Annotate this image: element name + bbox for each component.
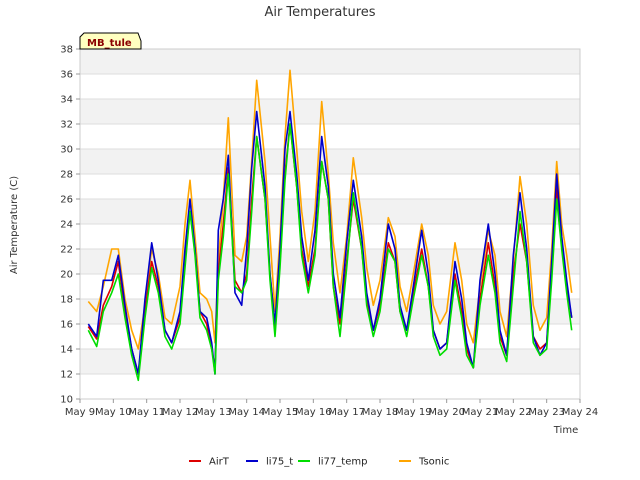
x-tick-label: May 21 — [462, 407, 499, 418]
site-label: MB_tule — [87, 38, 132, 49]
y-tick-label: 34 — [60, 95, 73, 106]
x-tick-label: May 22 — [495, 407, 532, 418]
x-tick-label: May 19 — [395, 407, 432, 418]
plot-band — [80, 149, 580, 174]
y-tick-label: 14 — [60, 345, 73, 356]
y-tick-label: 12 — [60, 370, 73, 381]
x-tick-label: May 11 — [128, 407, 165, 418]
site-label-box: MB_tule — [79, 32, 142, 50]
y-tick-label: 30 — [60, 145, 73, 156]
plot-band — [80, 349, 580, 374]
x-axis-title: Time — [553, 425, 578, 436]
series-lines — [87, 69, 573, 382]
y-tick-label: 18 — [60, 295, 73, 306]
plot-band — [80, 49, 580, 74]
plot-band — [80, 99, 580, 124]
x-tick-label: May 24 — [562, 407, 599, 418]
series-line-Tsonic — [87, 69, 573, 350]
y-tick-label: 10 — [60, 395, 73, 406]
legend: AirT li75_t li77_temp Tsonic — [189, 457, 449, 468]
series-line-li77_temp — [87, 123, 573, 382]
y-tick-label: 20 — [60, 270, 73, 281]
y-tick-label: 16 — [60, 320, 73, 331]
x-tick-label: May 13 — [195, 407, 232, 418]
series-line-li75_t — [87, 110, 573, 375]
plot-band — [80, 74, 580, 99]
x-tick-label: May 12 — [162, 407, 199, 418]
y-axis-title: Air Temperature (C) — [9, 176, 20, 274]
y-axis-ticks: 10 12 14 16 18 20 22 24 26 28 30 32 34 36 38 — [60, 45, 80, 406]
x-tick-label: May 9 — [65, 407, 95, 418]
y-tick-label: 28 — [60, 170, 73, 181]
plot-band — [80, 124, 580, 149]
x-tick-label: May 23 — [528, 407, 565, 418]
plot-band — [80, 299, 580, 324]
x-tick-label: May 15 — [262, 407, 299, 418]
y-tick-label: 36 — [60, 70, 73, 81]
legend-label-li75_t: li75_t — [266, 457, 293, 468]
chart-title: Air Temperatures — [264, 5, 375, 20]
plot-band — [80, 374, 580, 399]
x-tick-label: May 16 — [295, 407, 332, 418]
y-tick-label: 22 — [60, 245, 73, 256]
x-tick-label: May 20 — [428, 407, 465, 418]
x-tick-label: May 18 — [362, 407, 399, 418]
y-tick-label: 26 — [60, 195, 73, 206]
legend-label-li77_temp: li77_temp — [318, 457, 367, 468]
y-tick-label: 38 — [60, 45, 73, 56]
x-tick-label: May 10 — [95, 407, 132, 418]
y-tick-label: 24 — [60, 220, 73, 231]
legend-label-AirT: AirT — [209, 457, 230, 468]
x-tick-label: May 17 — [328, 407, 365, 418]
legend-label-Tsonic: Tsonic — [418, 457, 449, 468]
x-tick-label: May 14 — [228, 407, 265, 418]
y-tick-label: 32 — [60, 120, 73, 131]
